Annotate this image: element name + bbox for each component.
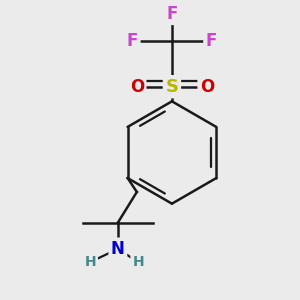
Text: F: F <box>127 32 138 50</box>
Text: O: O <box>200 78 214 96</box>
Text: F: F <box>166 4 178 22</box>
Text: H: H <box>133 255 144 269</box>
Text: O: O <box>130 78 144 96</box>
Text: H: H <box>84 255 96 269</box>
Text: S: S <box>165 78 178 96</box>
Text: F: F <box>206 32 217 50</box>
Text: N: N <box>111 240 125 258</box>
